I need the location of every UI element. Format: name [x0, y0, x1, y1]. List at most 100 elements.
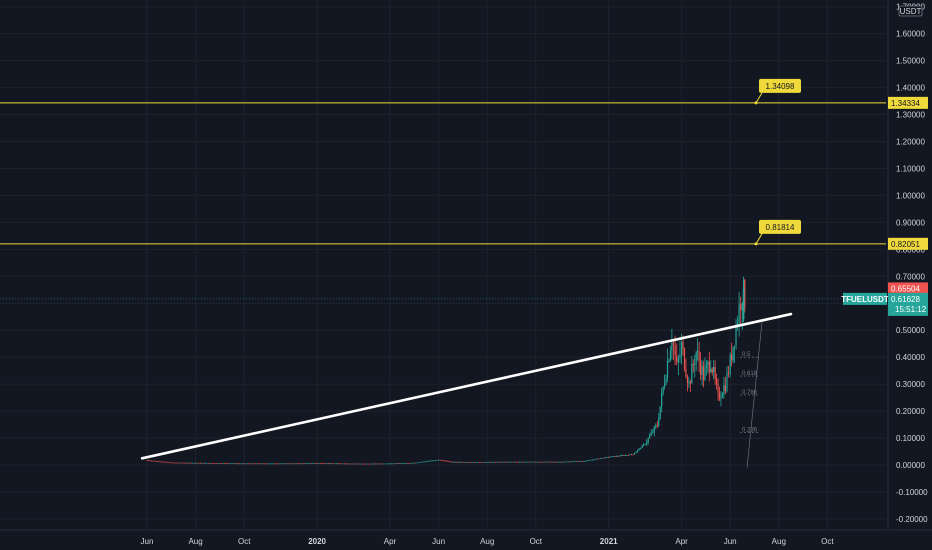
currency-unit-box: [898, 5, 923, 17]
callout-pointer: [755, 92, 763, 104]
candle-body: [708, 362, 710, 372]
candle-body: [685, 369, 687, 377]
candle-body: [711, 368, 713, 373]
fib-retracement[interactable]: 0.5 0.618 0.786 0.236: [740, 322, 763, 468]
x-tick-label: 2020: [308, 537, 326, 546]
last-price-tag-text: 0.61628: [891, 295, 920, 304]
candle-body: [204, 462, 206, 464]
candle-body: [288, 463, 291, 465]
candle-body: [353, 463, 355, 465]
candle-body: [652, 432, 654, 434]
candle-body: [156, 461, 158, 462]
candle-body: [646, 442, 648, 445]
candle-body: [195, 462, 197, 464]
candle-body: [363, 463, 365, 465]
candle-body: [718, 392, 721, 399]
y-tick-label: 0.20000: [896, 407, 925, 416]
candle-body: [564, 461, 566, 463]
candle-body: [318, 463, 320, 464]
candle-body: [453, 461, 455, 463]
candle-body: [282, 463, 284, 465]
candle-body: [484, 462, 487, 463]
candle-body: [149, 460, 151, 462]
price-axis[interactable]: 1.700001.600001.500001.400001.300001.200…: [887, 0, 932, 530]
candle-body: [445, 460, 447, 462]
candle-body: [519, 461, 521, 463]
x-tick-label: Oct: [238, 537, 251, 546]
time-axis[interactable]: Jun Aug Oct 2020 Apr Jun Aug Oct 2021 Apr Jun Aug Oc…: [0, 529, 932, 550]
candle-body: [337, 463, 339, 465]
candle-body: [444, 460, 446, 462]
candle-body: [559, 461, 561, 463]
candle-body: [655, 425, 657, 427]
candle-body: [219, 463, 221, 464]
candle-body: [617, 455, 619, 457]
candle-body: [238, 463, 240, 465]
candle-body: [590, 459, 592, 461]
candle-body: [612, 456, 614, 457]
candle-body: [230, 463, 232, 465]
candle-body: [472, 462, 474, 463]
horizontal-levels[interactable]: 1.34098 0.81814: [0, 78, 886, 246]
y-tick-label: 0.10000: [896, 434, 925, 443]
candle-body: [674, 346, 676, 356]
candle-body: [378, 463, 380, 465]
candle-body: [574, 461, 576, 463]
x-tick-label: Apr: [384, 537, 397, 546]
candle-body: [744, 279, 746, 309]
y-tick-label: 0.00000: [896, 461, 925, 470]
candle-body: [636, 449, 639, 452]
candle-body: [544, 461, 547, 463]
candle-body: [374, 463, 377, 465]
callout-box: [759, 219, 801, 234]
candle-body: [506, 461, 508, 463]
trendline[interactable]: [140, 312, 793, 460]
candle-body: [515, 461, 517, 463]
y-tick-label: 1.20000: [896, 138, 925, 147]
y-tick-label: 1.40000: [896, 84, 925, 93]
fib-diagonal[interactable]: [746, 322, 763, 468]
candle-body: [287, 463, 289, 465]
y-tick-label: 0.80000: [896, 245, 925, 254]
candle-body: [165, 461, 168, 463]
y-tick-label: -0.10000: [896, 488, 928, 497]
candle-body: [609, 456, 611, 458]
candle-body: [688, 381, 690, 383]
candle-body: [715, 378, 718, 385]
callout-label[interactable]: 0.81814: [759, 219, 801, 234]
candle-body: [644, 444, 646, 445]
candle-body: [185, 462, 187, 464]
candle-body: [350, 463, 352, 465]
candle-body: [157, 461, 159, 462]
candle-body: [578, 461, 581, 462]
trendline-line[interactable]: [140, 312, 793, 460]
candle-body: [451, 461, 453, 463]
candle-body: [415, 462, 417, 464]
candle-body: [241, 463, 244, 465]
candle-body: [483, 462, 485, 463]
candle-body: [253, 463, 255, 465]
candle-body: [348, 463, 351, 465]
candle-body: [504, 461, 506, 463]
candle-body: [442, 460, 444, 462]
candle-body: [523, 461, 526, 463]
candle-body: [643, 444, 645, 446]
x-tick-label: 2021: [600, 537, 618, 546]
callout-label[interactable]: 1.34098: [759, 78, 801, 93]
fib-level-label: 0.786: [742, 390, 758, 396]
x-tick-label: Jun: [724, 537, 737, 546]
candle-body: [319, 463, 321, 464]
candle-body: [182, 462, 184, 464]
candle-body: [567, 461, 569, 463]
x-tick-label: Oct: [530, 537, 543, 546]
candle-body: [368, 463, 370, 465]
candle-body: [538, 461, 540, 463]
candle-body: [433, 460, 435, 462]
candle-body: [662, 386, 664, 394]
candle-body: [632, 454, 634, 456]
candle-body: [726, 372, 728, 392]
candle-body: [615, 455, 617, 457]
candle-body: [196, 462, 198, 464]
candle-body: [731, 354, 733, 361]
